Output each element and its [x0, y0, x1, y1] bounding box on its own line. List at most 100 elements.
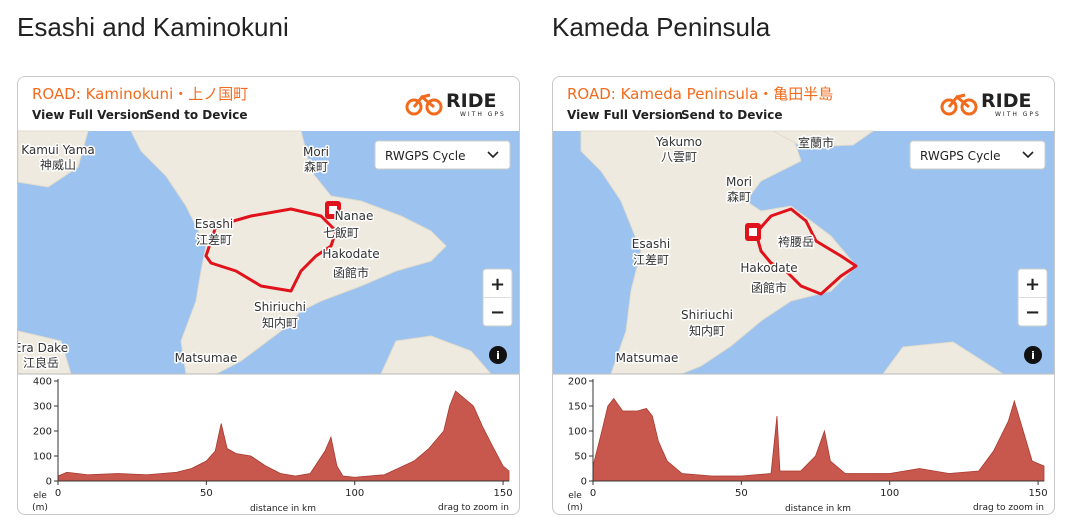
route: [204, 207, 338, 293]
map-label: 知内町: [689, 324, 725, 338]
route: [754, 207, 858, 296]
y-axis-label: ele: [33, 491, 47, 501]
logo-wheel: [960, 98, 978, 116]
land: [18, 130, 89, 188]
link[interactable]: View Full Version: [567, 108, 683, 122]
x-tick-label: 50: [735, 488, 748, 499]
x-tick-label: 50: [200, 488, 213, 499]
dropdown-text: RWGPS Cycle: [385, 149, 465, 163]
y-tick-label: 400: [33, 377, 52, 388]
map-label: Esashi: [632, 237, 670, 251]
route-card: ROAD: Kaminokuni・上ノ国町 View Full Version Se…: [17, 76, 520, 515]
map-label: Hakodate: [322, 247, 379, 261]
map-label: Mori: [303, 145, 329, 159]
card-svg: ROAD: Kaminokuni・上ノ国町 View Full VersionSe…: [18, 85, 519, 514]
dropdown-box: [909, 140, 1046, 170]
link[interactable]: Send to Device: [681, 108, 783, 122]
map-label: Nanae: [335, 209, 374, 223]
map-label: 江差町: [196, 233, 232, 247]
map-style-dropdown[interactable]: RWGPS Cycle: [909, 140, 1046, 170]
dropdown-text: RWGPS Cycle: [920, 149, 1000, 163]
link[interactable]: Send to Device: [146, 108, 248, 122]
elevation-area: [57, 390, 510, 482]
brand: RIDE: [981, 90, 1031, 112]
map-label: 森町: [727, 189, 751, 204]
card-svg: ROAD: Kameda Peninsula・亀田半島 View Full Ver…: [553, 85, 1054, 514]
zoom-control: +−: [482, 268, 513, 327]
zoom-hint: drag to zoom in: [438, 503, 509, 513]
info-button[interactable]: [1024, 346, 1042, 364]
y-tick-label: 100: [33, 452, 52, 463]
info-button[interactable]: [489, 346, 507, 364]
map-label: 八雲町: [661, 150, 697, 164]
brand: RIDE: [446, 90, 496, 112]
y-tick-label: 100: [568, 427, 587, 438]
route-title[interactable]: ROAD: Kaminokuni・上ノ国町: [32, 85, 248, 103]
zoom-in[interactable]: +: [490, 274, 505, 295]
section-heading: Esashi and Kaminokuni: [17, 12, 289, 42]
map-label: Kamui Yama: [21, 143, 95, 157]
x-tick-label: 100: [345, 488, 364, 499]
logo-wheel: [405, 98, 423, 116]
y-tick-label: 0: [46, 477, 52, 488]
zoom-out[interactable]: −: [490, 302, 505, 323]
map-label: 七飯町: [323, 225, 359, 240]
chevron: [1022, 151, 1034, 159]
zoom-in[interactable]: +: [1025, 274, 1040, 295]
y-tick-label: 50: [574, 452, 587, 463]
y-tick-label: 0: [581, 477, 587, 488]
brand-sub: WITH GPS: [995, 111, 1041, 118]
land: [130, 130, 447, 375]
start-marker-dot: [749, 228, 757, 236]
map-label: 袴腰岳: [778, 235, 814, 249]
x-axis-label: distance in km: [785, 504, 851, 514]
y-tick-label: 300: [33, 402, 52, 413]
map-label: Matsumae: [175, 351, 238, 365]
chevron: [487, 151, 499, 159]
map-label: 江良岳: [23, 355, 59, 370]
map-label: 神威山: [40, 158, 76, 172]
elevation-area: [592, 397, 1045, 482]
zoom-control: +−: [1017, 268, 1048, 327]
x-tick-label: 150: [1029, 488, 1048, 499]
map-label: 函館市: [751, 280, 787, 295]
x-tick-label: 0: [55, 488, 61, 499]
map-label: Shiriuchi: [681, 308, 733, 322]
dropdown-box: [374, 140, 511, 170]
y-axis-label: (m): [567, 503, 583, 513]
logo-frame: [947, 93, 970, 109]
y-tick-label: 200: [33, 427, 52, 438]
info-icon: i: [496, 349, 500, 362]
map-label: Esashi: [195, 217, 233, 231]
link[interactable]: View Full Version: [32, 108, 148, 122]
land: [580, 130, 857, 375]
map-label: 函館市: [333, 265, 369, 280]
y-tick-label: 200: [568, 377, 587, 388]
brand-sub: WITH GPS: [460, 111, 506, 118]
map-label: 森町: [304, 159, 328, 174]
route-title[interactable]: ROAD: Kameda Peninsula・亀田半島: [567, 85, 833, 103]
x-tick-label: 150: [494, 488, 513, 499]
map-style-dropdown[interactable]: RWGPS Cycle: [374, 140, 511, 170]
start-marker-dot: [329, 206, 337, 214]
x-tick-label: 0: [590, 488, 596, 499]
zoom-out[interactable]: −: [1025, 302, 1040, 323]
map-label: Era Dake: [18, 341, 68, 355]
y-axis-label: (m): [32, 503, 48, 513]
route-card: ROAD: Kameda Peninsula・亀田半島 View Full Ver…: [552, 76, 1055, 515]
map-label: Shiriuchi: [254, 300, 306, 314]
map-label: Hakodate: [740, 261, 797, 275]
map-label: 室蘭市: [798, 135, 834, 150]
x-axis-label: distance in km: [250, 504, 316, 514]
elevation-chart: 0 50 100 150 200 0 50 100 150 ele (m) distance in k…: [553, 373, 1054, 514]
y-axis-label: ele: [568, 491, 582, 501]
logo-wheel: [940, 98, 958, 116]
map-label: Matsumae: [616, 351, 679, 365]
logo-wheel: [425, 98, 443, 116]
map-label: Mori: [726, 175, 752, 189]
